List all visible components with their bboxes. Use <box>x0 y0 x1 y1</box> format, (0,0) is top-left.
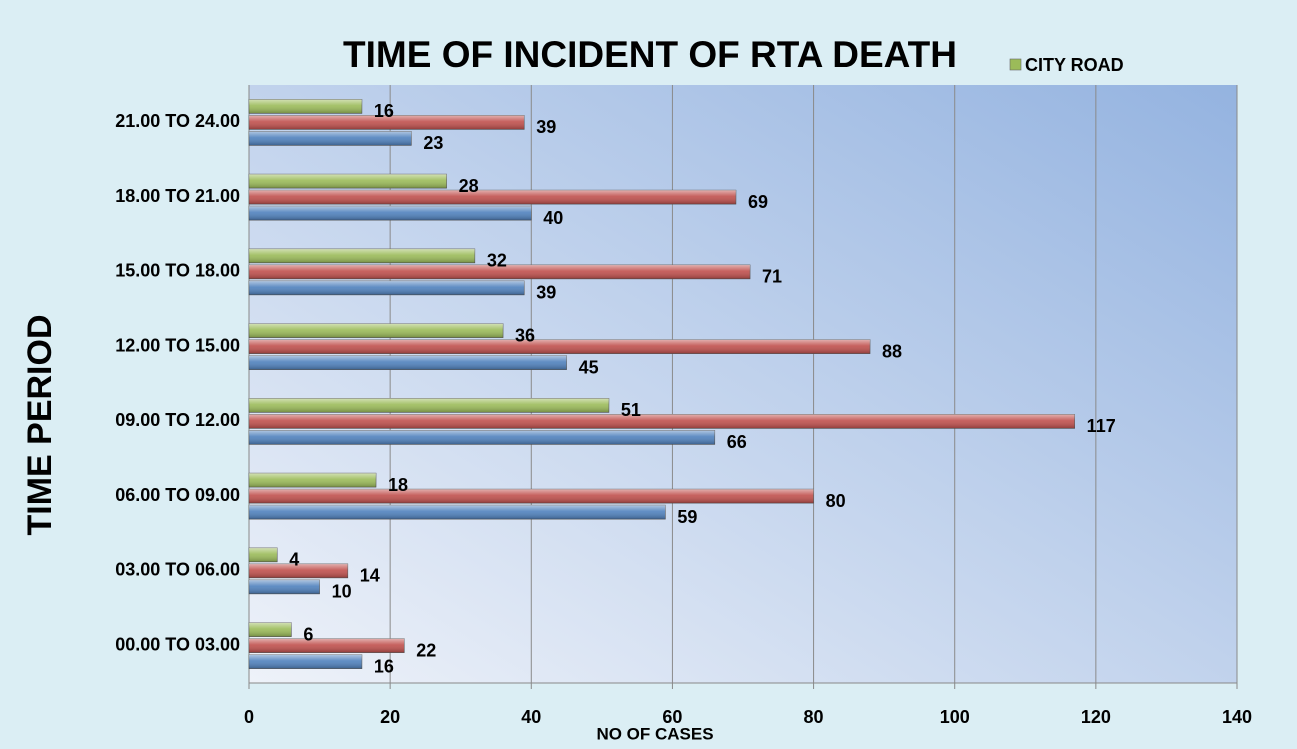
bar-sheen <box>249 489 814 504</box>
chart-title: TIME OF INCIDENT OF RTA DEATH <box>343 34 957 75</box>
value-label: 36 <box>515 325 535 345</box>
y-tick-label: 09.00 TO 12.00 <box>115 410 240 430</box>
bar-sheen <box>249 323 504 338</box>
value-label: 51 <box>621 400 641 420</box>
value-label: 18 <box>388 475 408 495</box>
bar-sheen <box>249 131 412 146</box>
bar-sheen <box>249 563 348 578</box>
y-tick-label: 06.00 TO 09.00 <box>115 485 240 505</box>
bar-sheen <box>249 174 447 189</box>
value-label: 28 <box>459 176 479 196</box>
bar-sheen <box>249 280 525 295</box>
bar-sheen <box>249 473 377 488</box>
bar-sheen <box>249 414 1075 429</box>
legend-swatch <box>1009 58 1022 71</box>
y-tick-label: 00.00 TO 03.00 <box>115 634 240 654</box>
y-tick-label: 15.00 TO 18.00 <box>115 261 240 281</box>
x-tick-label: 60 <box>662 707 682 727</box>
x-axis-label: NO OF CASES <box>596 724 713 743</box>
x-tick-label: 40 <box>521 707 541 727</box>
bar-sheen <box>249 115 525 130</box>
x-tick-label: 120 <box>1081 707 1111 727</box>
y-tick-label: 21.00 TO 24.00 <box>115 111 240 131</box>
value-label: 39 <box>536 117 556 137</box>
bar-sheen <box>249 430 715 445</box>
value-label: 16 <box>374 101 394 121</box>
value-label: 23 <box>423 133 443 153</box>
value-label: 14 <box>360 566 380 586</box>
value-label: 117 <box>1087 416 1116 436</box>
bar-sheen <box>249 99 362 114</box>
value-label: 16 <box>374 656 394 676</box>
bar-sheen <box>249 505 666 520</box>
x-tick-label: 0 <box>244 707 254 727</box>
value-label: 88 <box>882 341 902 361</box>
value-label: 4 <box>289 550 299 570</box>
value-label: 59 <box>677 507 697 527</box>
bar-sheen <box>249 547 278 562</box>
bar-sheen <box>249 622 292 637</box>
bar-sheen <box>249 339 871 354</box>
value-label: 71 <box>762 267 782 287</box>
value-label: 69 <box>748 192 768 212</box>
value-label: 22 <box>416 640 436 660</box>
value-label: 40 <box>543 208 563 228</box>
y-tick-label: 18.00 TO 21.00 <box>115 186 240 206</box>
bar-sheen <box>249 264 751 279</box>
x-tick-label: 20 <box>380 707 400 727</box>
bar-sheen <box>249 398 609 413</box>
legend-label: CITY ROAD <box>1025 55 1124 75</box>
value-label: 39 <box>536 283 556 303</box>
bar-sheen <box>249 190 736 205</box>
value-label: 80 <box>826 491 846 511</box>
value-label: 6 <box>303 624 313 644</box>
bar-sheen <box>249 206 532 221</box>
bar-sheen <box>249 248 475 263</box>
bar-sheen <box>249 355 567 370</box>
bar-sheen <box>249 579 320 594</box>
y-tick-label: 12.00 TO 15.00 <box>115 335 240 355</box>
value-label: 32 <box>487 251 507 271</box>
value-label: 45 <box>579 357 599 377</box>
y-axis-label: TIME PERIOD <box>21 314 59 535</box>
x-tick-label: 140 <box>1222 707 1252 727</box>
x-tick-label: 80 <box>804 707 824 727</box>
value-label: 66 <box>727 432 747 452</box>
y-tick-label: 03.00 TO 06.00 <box>115 560 240 580</box>
x-tick-label: 100 <box>940 707 970 727</box>
value-label: 10 <box>332 582 352 602</box>
bar-sheen <box>249 638 405 653</box>
bar-sheen <box>249 654 362 669</box>
